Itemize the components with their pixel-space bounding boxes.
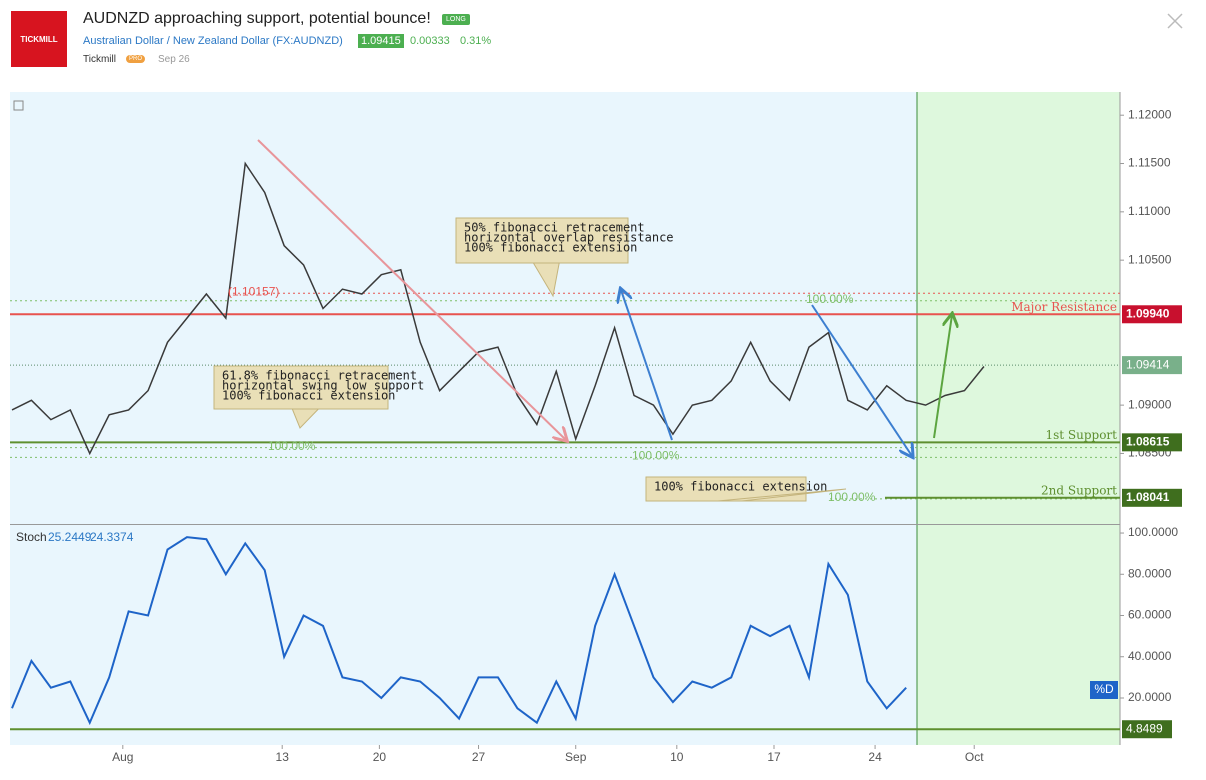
level-box-label: 1.09940 — [1126, 306, 1170, 320]
y-tick-label: 60.0000 — [1128, 608, 1172, 622]
change-pct: 0.31% — [460, 35, 492, 47]
callout-text: horizontal swing low support — [222, 379, 424, 393]
price-box — [1122, 356, 1182, 375]
y-tick-label: 1.10500 — [1128, 252, 1172, 266]
collapse-button[interactable] — [13, 100, 24, 111]
y-tick-label: 1.12000 — [1128, 107, 1172, 121]
stoch-value: 24.3374 — [90, 530, 134, 544]
header: TICKMILL AUDNZD approaching support, pot… — [0, 0, 1206, 90]
fib-label: (1.10157) — [228, 284, 279, 298]
callout — [455, 217, 629, 298]
level-box — [1122, 433, 1182, 452]
y-tick-label: 1.09000 — [1128, 397, 1172, 411]
x-tick-label: 27 — [472, 750, 486, 764]
callout-text: 100% fibonacci extension — [654, 480, 827, 494]
pro-badge: PRO — [126, 55, 146, 63]
y-tick-label: 20.0000 — [1128, 690, 1172, 704]
idea-title: AUDNZD approaching support, potential bo… — [83, 10, 431, 27]
logo: TICKMILL — [11, 11, 67, 67]
stoch-line — [11, 536, 907, 726]
callout-text: 100% fibonacci extension — [222, 389, 395, 403]
change: 0.00333 — [410, 35, 450, 47]
y-tick-label: 1.11500 — [1128, 156, 1171, 170]
fib-label: 100.00% — [268, 439, 316, 453]
x-tick-label: 24 — [868, 750, 882, 764]
stoch-value: 25.2449 — [48, 530, 92, 544]
level-box-label: 4.8489 — [1126, 721, 1163, 735]
level-box-label: 1.08041 — [1126, 490, 1170, 504]
level-box — [1122, 305, 1182, 324]
x-tick-label: 13 — [276, 750, 290, 764]
callout-text: 50% fibonacci retracement — [464, 221, 645, 235]
long-badge: LONG — [442, 14, 470, 25]
level-box — [1122, 720, 1172, 739]
symbol-link[interactable]: Australian Dollar / New Zealand Dollar (… — [83, 35, 343, 47]
y-tick-label: 100.0000 — [1128, 525, 1178, 539]
x-tick-label: Oct — [965, 750, 984, 764]
y-tick-label: 80.0000 — [1128, 566, 1172, 580]
stoch-title: Stoch — [16, 530, 47, 544]
callout-text: 100% fibonacci extension — [464, 241, 637, 255]
series-tag — [1090, 681, 1118, 699]
x-tick-label: Sep — [565, 750, 587, 764]
fib-label: 100.00% — [806, 292, 854, 306]
level-name: 2nd Support — [1041, 483, 1117, 497]
level-box-label: 1.08615 — [1126, 435, 1170, 449]
fib-label: 100.00% — [632, 448, 680, 462]
x-tick-label: 17 — [767, 750, 781, 764]
arrow — [621, 290, 673, 441]
fib-label: 100.00% — [828, 490, 876, 504]
close-icon[interactable] — [0, 0, 1206, 90]
arrow — [257, 139, 566, 440]
callout — [645, 476, 847, 502]
arrow — [933, 315, 952, 439]
level-name: Major Resistance — [1011, 300, 1117, 314]
price-line — [11, 161, 985, 456]
price-box-label: 1.09414 — [1126, 357, 1170, 371]
y-tick-label: 1.11000 — [1128, 204, 1171, 218]
callout — [213, 365, 389, 429]
callout-text: horizontal overlap resistance — [464, 231, 674, 245]
x-tick-label: 20 — [373, 750, 387, 764]
date: Sep 26 — [158, 54, 190, 65]
author[interactable]: Tickmill — [83, 54, 116, 65]
callout-text: 61.8% fibonacci retracement — [222, 369, 417, 383]
series-name: %D — [1094, 682, 1114, 696]
arrow — [811, 304, 912, 456]
y-tick-label: 40.0000 — [1128, 649, 1172, 663]
level-name: 1st Support — [1045, 428, 1117, 442]
x-tick-label: Aug — [112, 750, 133, 764]
price: 1.09415 — [358, 34, 404, 48]
target-zone — [917, 92, 1120, 745]
level-box — [1122, 488, 1182, 507]
x-tick-label: 10 — [670, 750, 684, 764]
